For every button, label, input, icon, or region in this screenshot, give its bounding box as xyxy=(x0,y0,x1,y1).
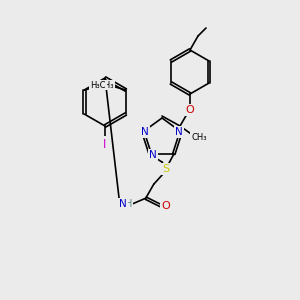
Text: O: O xyxy=(186,105,194,115)
Text: N: N xyxy=(119,199,127,209)
Text: O: O xyxy=(161,201,170,211)
Text: CH₃: CH₃ xyxy=(191,133,207,142)
Text: N: N xyxy=(175,127,183,137)
Text: N: N xyxy=(149,150,157,160)
Text: H: H xyxy=(125,199,132,209)
Text: S: S xyxy=(162,164,169,174)
Text: I: I xyxy=(103,137,107,151)
Text: N: N xyxy=(141,127,149,137)
Text: CH₃: CH₃ xyxy=(98,80,114,89)
Text: H₃C: H₃C xyxy=(90,80,106,89)
